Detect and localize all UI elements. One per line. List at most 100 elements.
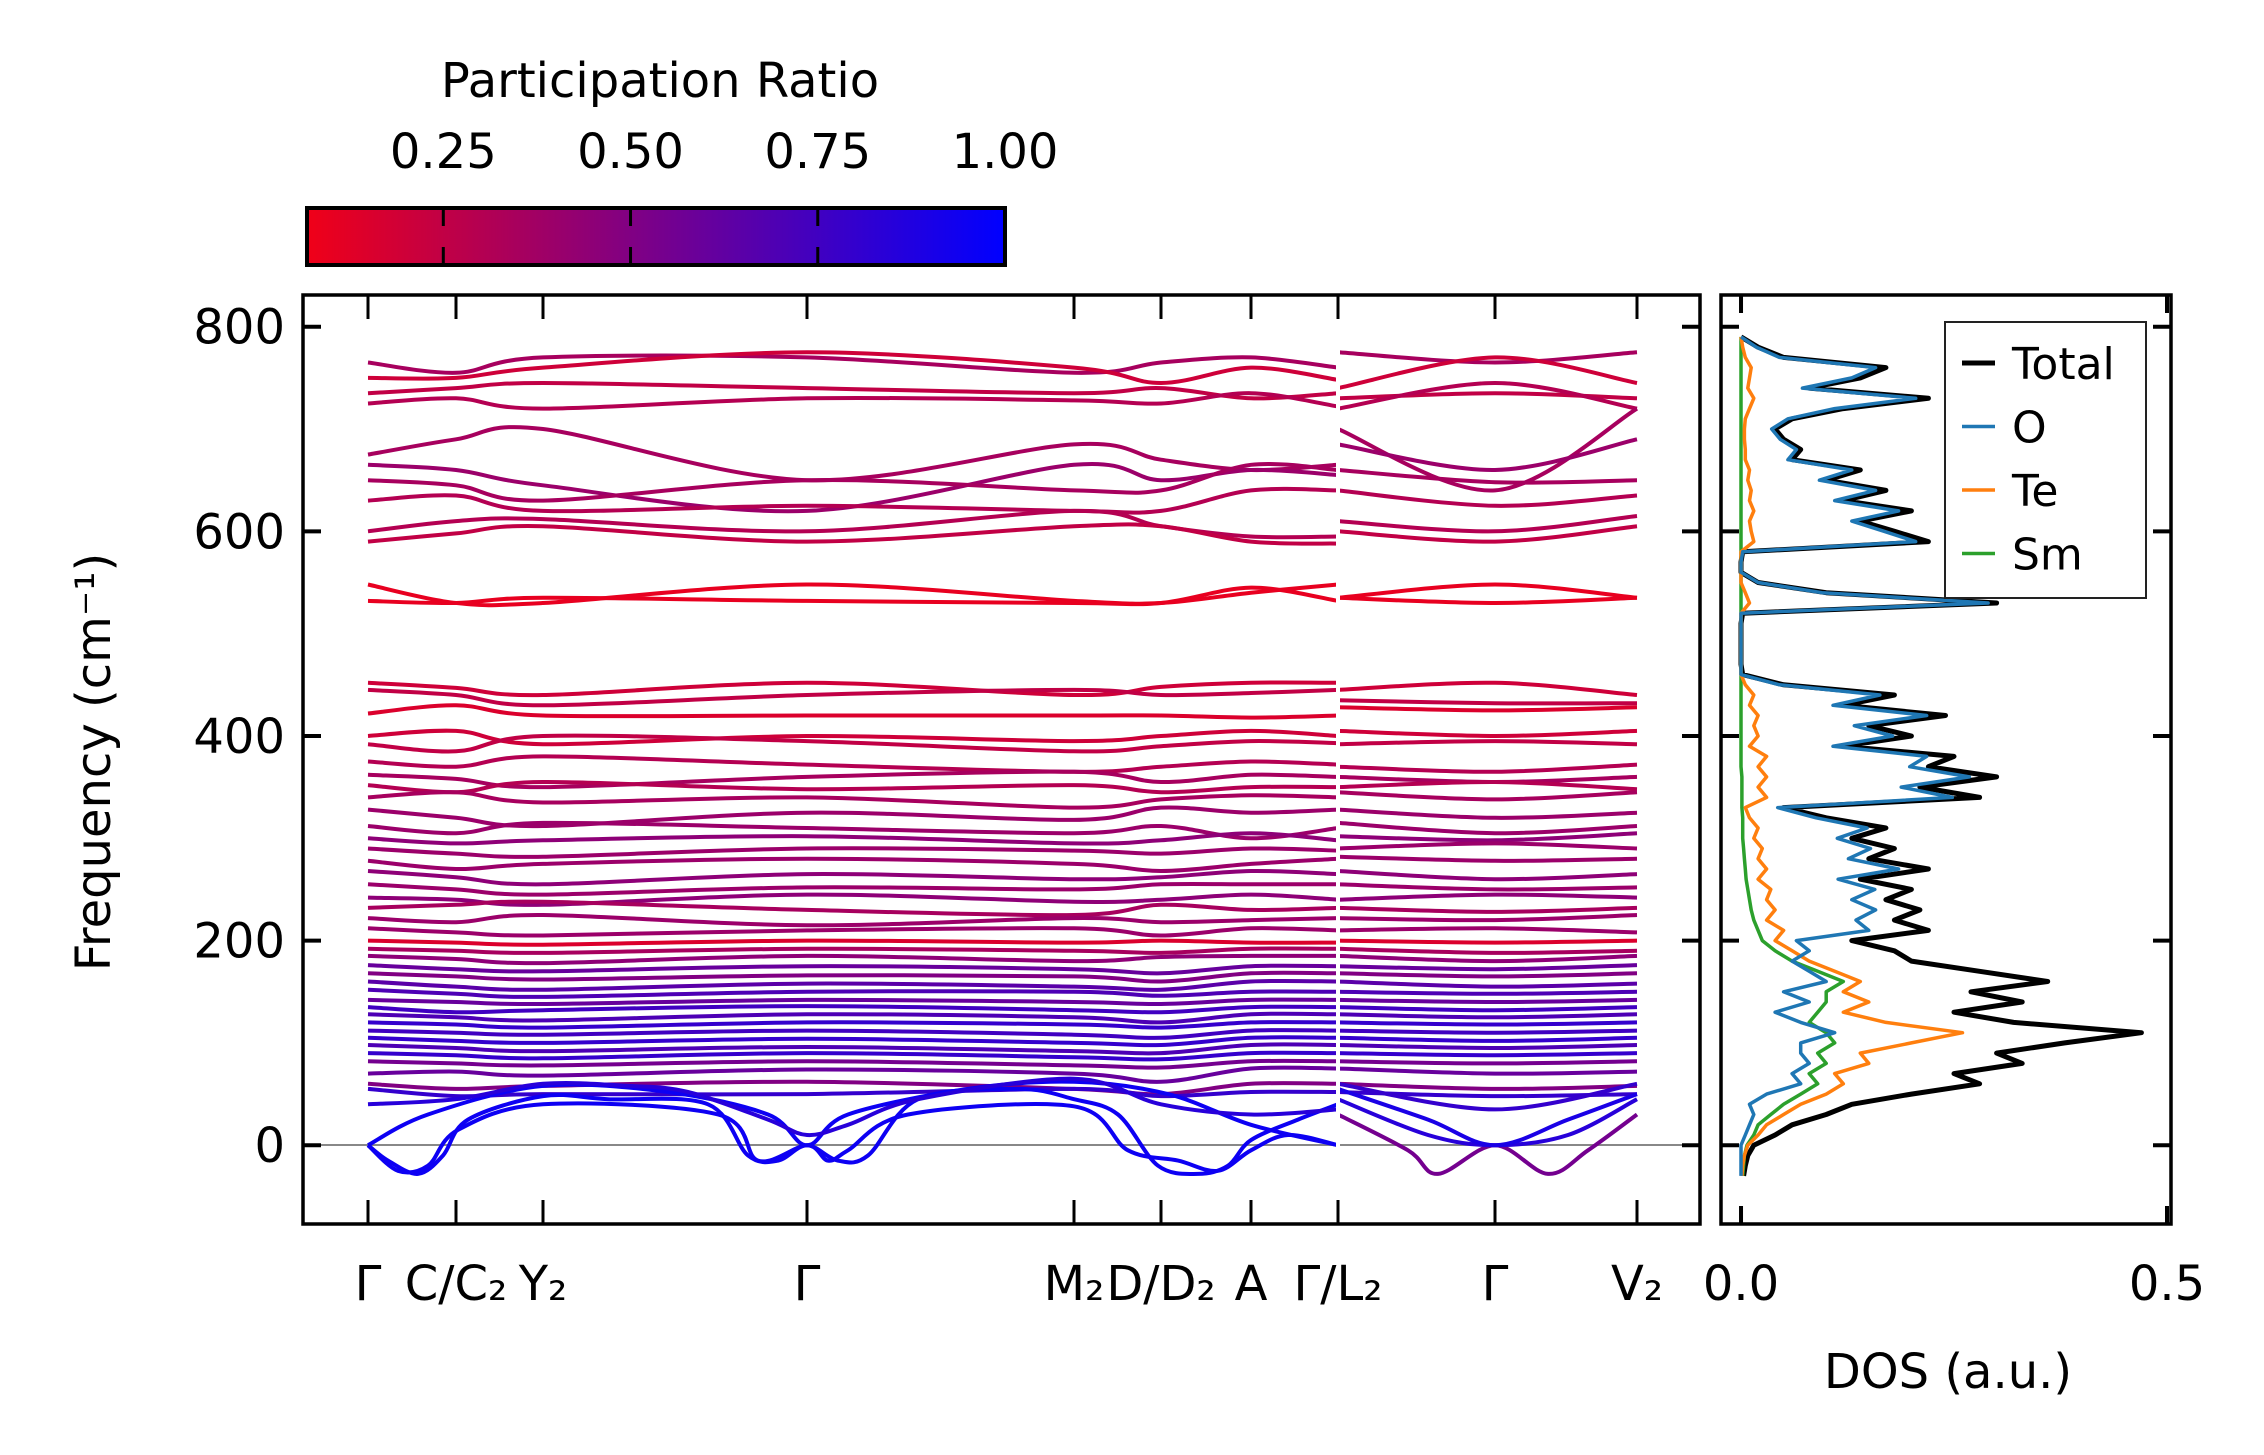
legend-label: Sm xyxy=(2012,530,2083,581)
dos-x-axis-label: DOS (a.u.) xyxy=(1824,1344,2072,1400)
band-line-left xyxy=(367,997,1339,1007)
band-line-left xyxy=(367,831,1339,846)
band-line-left xyxy=(367,486,1339,515)
x-tick-label: Γ xyxy=(355,1256,382,1312)
dos-axes-frame xyxy=(1719,293,2173,1226)
band-line-right xyxy=(1337,979,1638,989)
x-tick-label: C/C₂ xyxy=(405,1256,507,1312)
band-line-left xyxy=(367,805,1339,829)
band-line-left xyxy=(367,953,1339,966)
band-line-left xyxy=(367,582,1339,608)
band-line-left xyxy=(367,1065,1339,1084)
colorbar: Participation Ratio 0.25 0.50 0.75 1.00 xyxy=(305,53,1059,267)
band-line-right xyxy=(1337,1066,1638,1076)
dos-line-te xyxy=(1739,336,1965,1177)
band-line-right xyxy=(1337,1059,1638,1066)
band-line-left xyxy=(367,1004,1339,1015)
legend: Total O Te Sm xyxy=(1944,321,2147,599)
band-line-right xyxy=(1337,380,1638,411)
band-line-right xyxy=(1337,953,1638,964)
band-line-right xyxy=(1337,790,1638,802)
band-line-right xyxy=(1337,892,1638,902)
band-line-left xyxy=(367,970,1339,984)
band-line-left xyxy=(367,703,1339,720)
x-tick-label: A xyxy=(1235,1256,1268,1312)
band-line-right xyxy=(1337,1020,1638,1027)
band-line-right xyxy=(1337,926,1638,935)
band-line-right xyxy=(1337,820,1638,836)
band-line-left xyxy=(367,350,1339,386)
band-line-left xyxy=(367,425,1339,483)
band-line-right xyxy=(1337,739,1638,747)
band-line-left xyxy=(367,938,1339,947)
band-line-left xyxy=(367,846,1339,859)
acoustic-band-left xyxy=(366,1101,1339,1175)
legend-label: O xyxy=(2012,403,2047,454)
band-line-left xyxy=(367,585,1339,607)
dos-plot: 0.0 0.5 DOS (a.u.) Total O Te Sm xyxy=(1703,293,2205,1400)
band-line-left xyxy=(367,1058,1339,1070)
acoustic-band-right xyxy=(1337,1087,1638,1148)
band-line-right xyxy=(1337,1081,1638,1091)
band-line-left xyxy=(367,733,1339,754)
y-tick-label: 200 xyxy=(193,914,285,970)
dos-line-o xyxy=(1739,335,1990,1176)
colorbar-title: Participation Ratio xyxy=(441,53,879,109)
colorbar-tick-label: 0.25 xyxy=(390,124,497,180)
colorbar-ticks: 0.25 0.50 0.75 1.00 xyxy=(390,124,1059,263)
y-tick-label: 800 xyxy=(193,300,285,356)
band-line-right xyxy=(1337,391,1638,401)
band-line-left xyxy=(367,1079,1339,1097)
acoustic-band-left xyxy=(366,1086,1339,1177)
y-tick-label: 0 xyxy=(254,1118,285,1174)
dos-ticks: 0.0 0.5 xyxy=(1703,295,2205,1312)
band-line-right xyxy=(1337,882,1638,892)
band-line-right xyxy=(1337,1035,1638,1043)
dos-x-tick-label: 0.5 xyxy=(2129,1256,2205,1312)
band-line-right xyxy=(1337,989,1638,996)
band-line-left xyxy=(367,978,1339,992)
band-line-left xyxy=(367,353,1339,375)
band-line-left xyxy=(367,461,1339,503)
band-line-right xyxy=(1337,468,1638,485)
band-line-right xyxy=(1337,997,1638,1005)
y-tick-label: 400 xyxy=(193,709,285,765)
band-structure-plot: Γ C/C₂ Y₂ Γ M₂ D/D₂ A Γ/L₂ Γ V₂ 0 200 400 600 800 Freq… xyxy=(66,293,1702,1312)
band-line-right xyxy=(1337,946,1638,955)
colorbar-tick-label: 1.00 xyxy=(952,124,1059,180)
band-line-left xyxy=(367,987,1339,999)
dos-x-tick-label: 0.0 xyxy=(1703,1256,1779,1312)
band-line-right xyxy=(1337,514,1638,534)
x-tick-label: Γ xyxy=(794,1256,821,1312)
legend-items: Total O Te Sm xyxy=(1962,339,2115,581)
band-line-left xyxy=(367,1050,1339,1062)
band-line-left xyxy=(367,926,1339,938)
band-line-right xyxy=(1337,938,1638,945)
bands xyxy=(366,350,1639,1177)
band-line-right xyxy=(1337,705,1638,713)
band-line-right xyxy=(1337,869,1638,882)
band-line-right xyxy=(1337,963,1638,972)
band-line-right xyxy=(1337,680,1638,697)
band-line-left xyxy=(367,1020,1339,1030)
colorbar-tick-label: 0.75 xyxy=(764,124,871,180)
band-line-left xyxy=(367,728,1339,747)
band-line-right xyxy=(1337,728,1638,739)
band-line-right xyxy=(1337,355,1638,391)
x-tick-label: Γ/L₂ xyxy=(1294,1256,1383,1312)
band-line-left xyxy=(367,946,1339,955)
band-line-right xyxy=(1337,488,1638,508)
band-line-right xyxy=(1337,595,1638,606)
band-line-right xyxy=(1337,1051,1638,1058)
band-line-left xyxy=(367,508,1339,540)
band-line-right xyxy=(1337,779,1638,792)
x-tick-label: Γ xyxy=(1482,1256,1509,1312)
band-line-left xyxy=(367,1011,1339,1025)
band-line-right xyxy=(1337,762,1638,774)
band-line-left xyxy=(367,881,1338,897)
main-axes-frame xyxy=(301,293,1702,1226)
band-line-right xyxy=(1337,1005,1638,1013)
x-tick-label: Y₂ xyxy=(518,1256,568,1312)
band-line-right xyxy=(1337,913,1638,923)
